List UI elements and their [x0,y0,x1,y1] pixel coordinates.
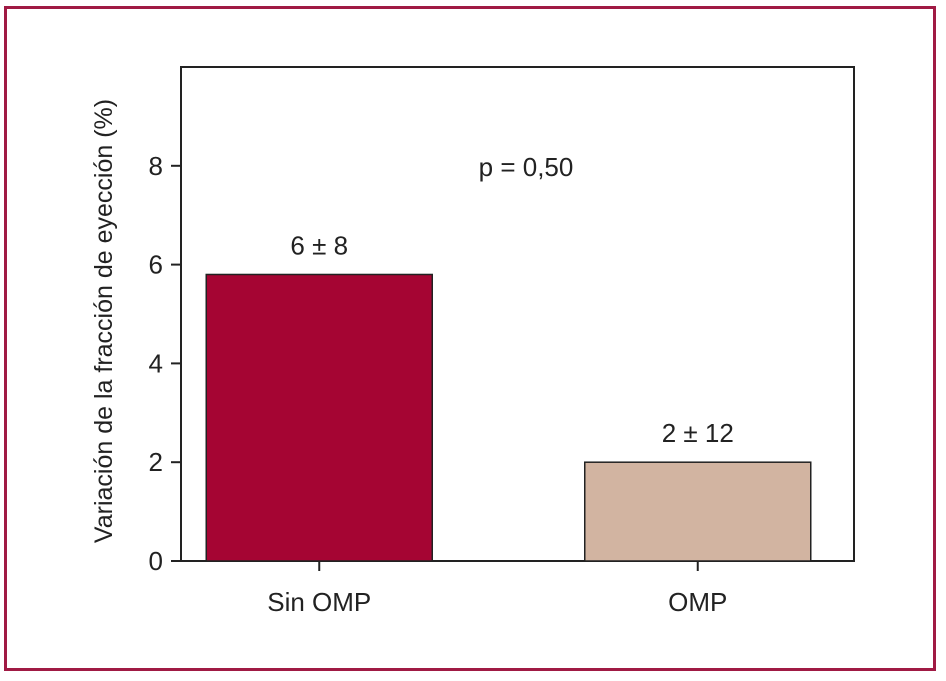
bar-sin-omp [205,273,433,562]
bar-data-label: 2 ± 12 [662,418,734,448]
y-tick-label: 0 [149,546,163,576]
p-value-annotation: p = 0,50 [479,152,574,182]
plot-area [180,66,855,562]
x-category-label: Sin OMP [267,587,371,617]
bar-omp [584,461,812,562]
y-tick-label: 6 [149,250,163,280]
y-tick-label: 4 [149,348,163,378]
x-category-label: OMP [668,587,727,617]
y-tick-label: 2 [149,447,163,477]
y-tick-label: 8 [149,151,163,181]
y-axis-label: Variación de la fracción de eyección (%) [90,99,118,543]
bar-data-label: 6 ± 8 [290,230,348,260]
